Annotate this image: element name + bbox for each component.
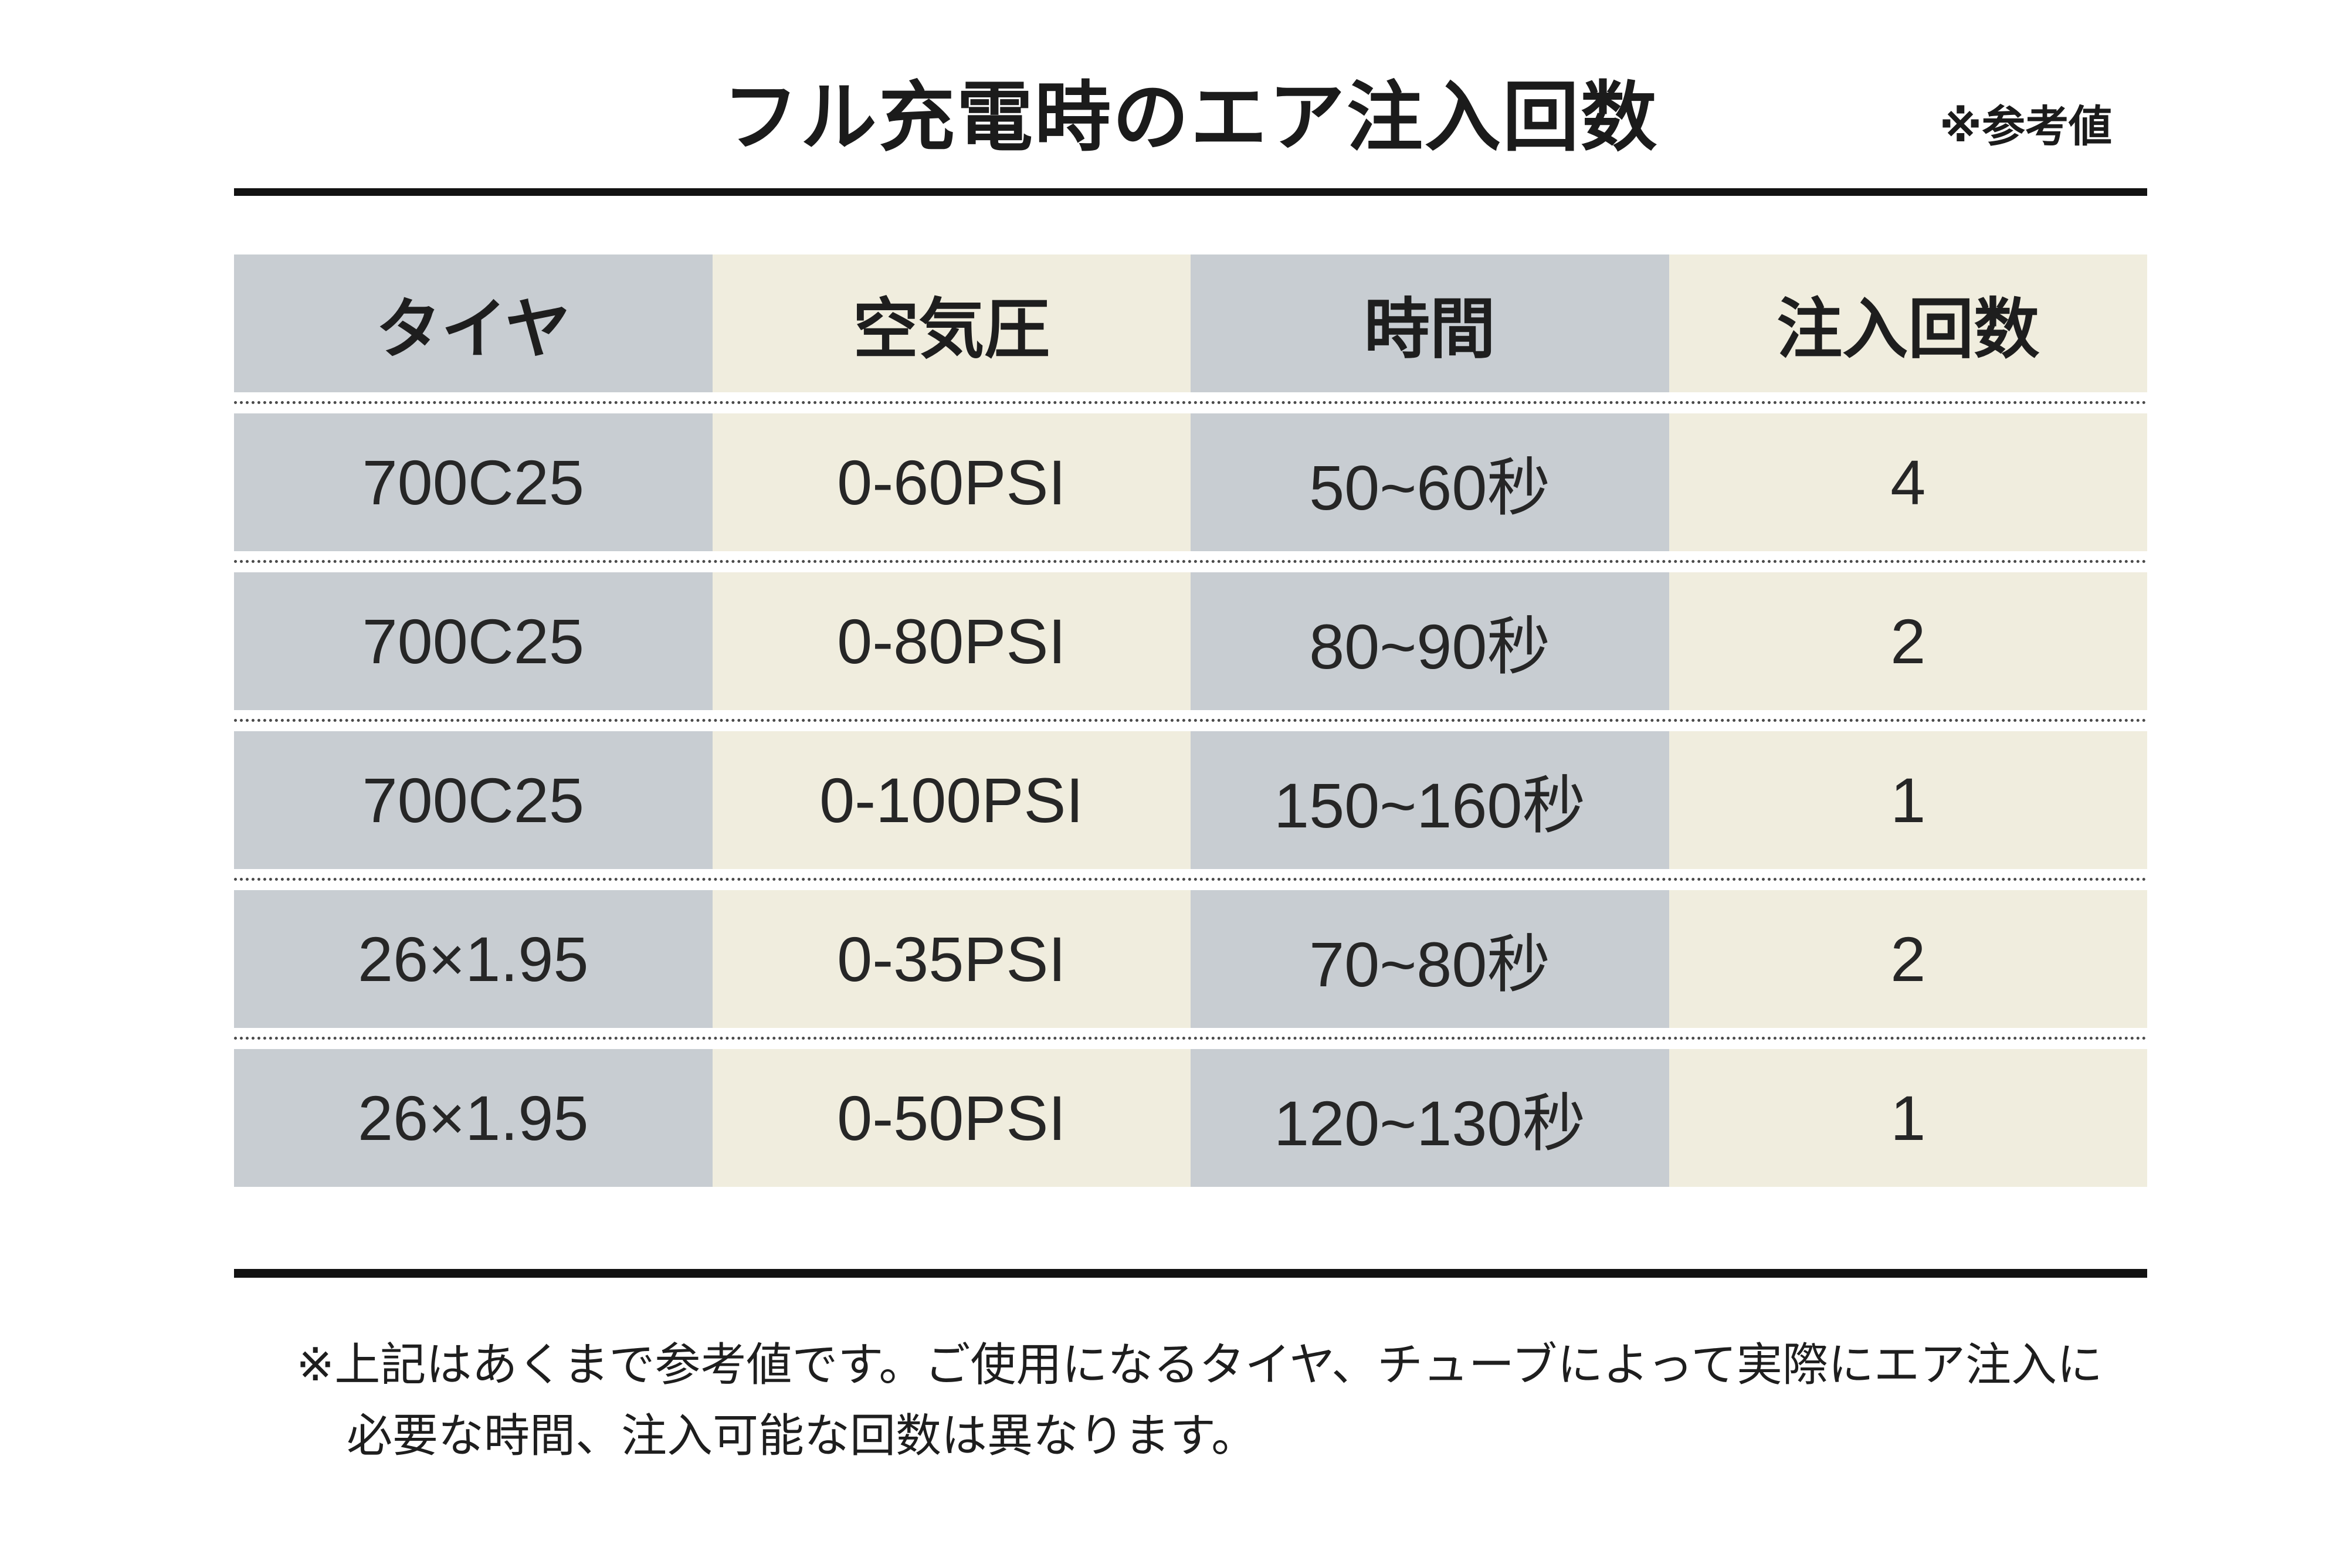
header-cell-tire: タイヤ xyxy=(234,254,713,392)
header-cell-pressure: 空気圧 xyxy=(712,254,1191,392)
header-cell-count: 注入回数 xyxy=(1669,254,2147,392)
cell-pressure: 0-50PSI xyxy=(712,1049,1191,1187)
row-separator xyxy=(234,551,2147,572)
footnote: ※上記はあくまで参考値です。ご使用になるタイヤ、チューブによって実際にエア注入に… xyxy=(296,1329,2147,1471)
cell-pressure: 0-100PSI xyxy=(712,731,1191,869)
footnote-line: 必要な時間、注入可能な回数は異なります。 xyxy=(347,1409,1257,1461)
cell-tire: 26×1.95 xyxy=(234,1049,713,1187)
table-row: 26×1.95 0-50PSI 120~130秒 1 xyxy=(234,1049,2147,1187)
cell-pressure: 0-80PSI xyxy=(712,572,1191,710)
page-title: フル充電時のエア注入回数 xyxy=(722,74,1659,160)
row-separator xyxy=(234,392,2147,413)
cell-time: 70~80秒 xyxy=(1191,890,1669,1028)
cell-tire: 26×1.95 xyxy=(234,890,713,1028)
cell-count: 1 xyxy=(1669,1049,2147,1187)
reference-note: ※参考値 xyxy=(1940,102,2112,151)
cell-time: 120~130秒 xyxy=(1191,1049,1669,1187)
row-separator xyxy=(234,869,2147,890)
bottom-rule xyxy=(234,1269,2147,1278)
table-row: 700C25 0-80PSI 80~90秒 2 xyxy=(234,572,2147,710)
cell-count: 2 xyxy=(1669,890,2147,1028)
title-row: フル充電時のエア注入回数 ※参考値 xyxy=(234,0,2147,160)
table-header-row: タイヤ 空気圧 時間 注入回数 xyxy=(234,254,2147,392)
cell-count: 4 xyxy=(1669,413,2147,551)
cell-count: 1 xyxy=(1669,731,2147,869)
cell-pressure: 0-35PSI xyxy=(712,890,1191,1028)
cell-tire: 700C25 xyxy=(234,413,713,551)
cell-tire: 700C25 xyxy=(234,731,713,869)
air-injection-table: タイヤ 空気圧 時間 注入回数 700C25 0-60PSI 50~60秒 4 … xyxy=(234,254,2147,1187)
table-row: 26×1.95 0-35PSI 70~80秒 2 xyxy=(234,890,2147,1028)
cell-count: 2 xyxy=(1669,572,2147,710)
cell-time: 150~160秒 xyxy=(1191,731,1669,869)
content-area: フル充電時のエア注入回数 ※参考値 タイヤ 空気圧 時間 注入回数 700C25… xyxy=(234,0,2147,1471)
header-cell-time: 時間 xyxy=(1191,254,1669,392)
cell-time: 80~90秒 xyxy=(1191,572,1669,710)
row-separator xyxy=(234,1028,2147,1049)
cell-time: 50~60秒 xyxy=(1191,413,1669,551)
table-row: 700C25 0-60PSI 50~60秒 4 xyxy=(234,413,2147,551)
top-rule xyxy=(234,188,2147,196)
footnote-line: ※上記はあくまで参考値です。ご使用になるタイヤ、チューブによって実際にエア注入に xyxy=(296,1339,2103,1390)
cell-tire: 700C25 xyxy=(234,572,713,710)
table-row: 700C25 0-100PSI 150~160秒 1 xyxy=(234,731,2147,869)
cell-pressure: 0-60PSI xyxy=(712,413,1191,551)
row-separator xyxy=(234,710,2147,731)
